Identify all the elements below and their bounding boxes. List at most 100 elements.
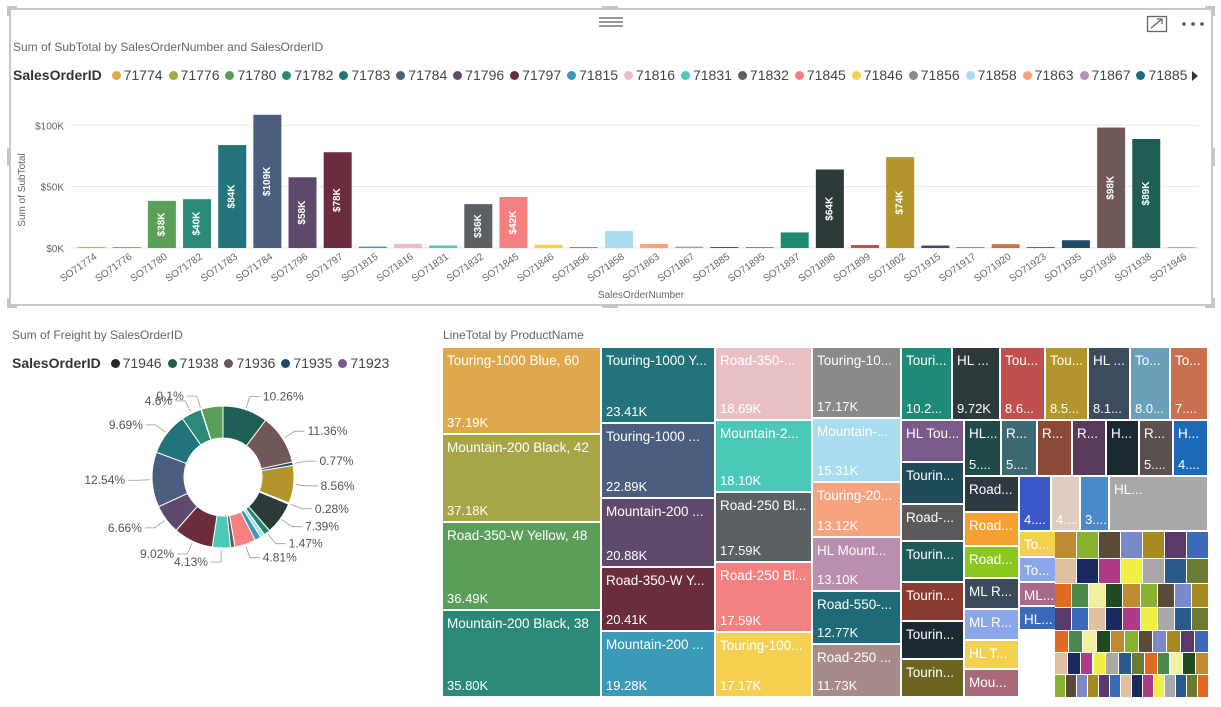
subtotal-bar-chart-visual[interactable]: Sum of SubTotal by SalesOrderNumber and …	[9, 8, 1213, 306]
bar[interactable]	[710, 247, 739, 248]
bar[interactable]	[464, 204, 493, 248]
legend-item[interactable]: 71816	[624, 67, 675, 83]
treemap-small-tile[interactable]	[1176, 675, 1187, 698]
treemap-small-tile[interactable]	[1139, 631, 1153, 653]
treemap-tile[interactable]: 3....	[1081, 477, 1110, 532]
treemap-tile[interactable]: Road...	[965, 477, 1020, 513]
treemap-small-tile[interactable]	[1198, 675, 1209, 698]
treemap-small-tile[interactable]	[1196, 653, 1209, 675]
treemap-tile[interactable]: HL T...	[965, 641, 1020, 670]
bar[interactable]	[815, 169, 844, 248]
treemap-tile[interactable]: H... 4....	[1174, 421, 1209, 477]
resize-grip[interactable]	[1205, 304, 1215, 308]
treemap-small-tile[interactable]	[1195, 631, 1209, 653]
treemap-small-tile[interactable]	[1099, 675, 1110, 698]
treemap-tile[interactable]: HL... 5....	[965, 421, 1002, 477]
bar[interactable]	[429, 245, 458, 248]
treemap-tile[interactable]: R... 5....	[1140, 421, 1174, 477]
bar[interactable]	[1097, 127, 1126, 248]
legend-item[interactable]: 71946	[110, 355, 162, 371]
treemap-tile[interactable]: Road-350-W Y... 20.41K	[602, 568, 716, 632]
treemap-small-tile[interactable]	[1132, 653, 1145, 675]
bar[interactable]	[183, 199, 212, 248]
treemap-tile[interactable]: Mountain-... 15.31K	[813, 419, 902, 483]
treemap-tile[interactable]: To... 8.0...	[1131, 348, 1171, 421]
bar[interactable]	[780, 232, 809, 248]
treemap-tile[interactable]: Tourin...	[902, 542, 965, 583]
treemap-small-tile[interactable]	[1055, 675, 1066, 698]
treemap-tile[interactable]: HL...	[1110, 477, 1209, 532]
bar[interactable]	[604, 231, 633, 248]
treemap-tile[interactable]: Tourin...	[902, 583, 965, 622]
treemap-small-tile[interactable]	[1157, 584, 1175, 608]
treemap-small-tile[interactable]	[1191, 608, 1209, 631]
bar[interactable]	[675, 246, 704, 248]
treemap-tile[interactable]: Tourin...	[902, 622, 965, 660]
legend-item[interactable]: 71846	[851, 67, 903, 83]
legend-item[interactable]: 71856	[908, 67, 960, 83]
treemap-tile[interactable]: To...	[1020, 558, 1057, 583]
treemap-tile[interactable]: 4....	[1052, 477, 1081, 532]
treemap-small-tile[interactable]	[1187, 532, 1209, 559]
treemap-tile[interactable]: HL Tou...	[902, 421, 965, 463]
bar[interactable]	[1167, 247, 1196, 248]
treemap-tile[interactable]: R... 5....	[1002, 421, 1038, 477]
resize-grip[interactable]	[7, 148, 11, 166]
treemap-small-tile[interactable]	[1055, 559, 1077, 584]
legend-item[interactable]: 71867	[1079, 67, 1130, 83]
bar[interactable]	[323, 152, 352, 248]
treemap-tile[interactable]: Tou... 8.6...	[1001, 348, 1046, 421]
treemap-tile[interactable]: Touring-10... 17.17K	[813, 348, 902, 419]
treemap-tile[interactable]: Road...	[965, 513, 1020, 547]
treemap-small-tile[interactable]	[1083, 631, 1097, 653]
treemap-tile[interactable]: Touring-1000 Blue, 60 37.19K	[443, 348, 602, 435]
treemap-tile[interactable]: Mountain-200 ... 20.88K	[602, 499, 716, 568]
bar[interactable]	[956, 247, 985, 248]
bar[interactable]	[991, 244, 1020, 248]
treemap-tile[interactable]: Tourin...	[902, 463, 965, 505]
treemap-small-tile[interactable]	[1069, 631, 1083, 653]
treemap-tile[interactable]: Touring-20... 13.12K	[813, 483, 902, 538]
treemap-tile[interactable]: Road-250 ... 11.73K	[813, 645, 902, 698]
treemap-small-tile[interactable]	[1072, 584, 1090, 608]
legend-item[interactable]: 71780	[225, 67, 276, 83]
treemap-tile[interactable]: Road-350-... 18.69K	[716, 348, 813, 421]
legend-item[interactable]: 71796	[453, 67, 504, 83]
linetotal-treemap-visual[interactable]: LineTotal by ProductName Touring-1000 Bl…	[443, 322, 1213, 702]
treemap-small-tile[interactable]	[1132, 675, 1143, 698]
bar[interactable]	[640, 243, 669, 248]
legend-item[interactable]: 71784	[396, 67, 447, 83]
resize-grip[interactable]	[602, 6, 618, 10]
treemap-small-tile[interactable]	[1055, 653, 1068, 675]
treemap-tile[interactable]: HL...	[1020, 607, 1057, 631]
treemap-small-tile[interactable]	[1121, 559, 1143, 584]
legend-item[interactable]: 71938	[167, 355, 218, 371]
treemap-small-tile[interactable]	[1099, 559, 1121, 584]
treemap-tile[interactable]: ML R...	[965, 610, 1020, 641]
legend-item[interactable]: 71782	[282, 67, 333, 83]
treemap-tile[interactable]: Touring-100... 17.17K	[716, 633, 813, 698]
legend-item[interactable]: 71774	[111, 67, 163, 83]
treemap-tile[interactable]: Road...	[965, 547, 1020, 579]
more-options-icon[interactable]	[1181, 20, 1205, 28]
bar[interactable]	[921, 245, 950, 248]
treemap-small-tile[interactable]	[1183, 653, 1197, 675]
treemap-tile[interactable]: Road-550-... 12.77K	[813, 592, 902, 645]
treemap-small-tile[interactable]	[1099, 532, 1121, 559]
treemap-small-tile[interactable]	[1067, 653, 1081, 675]
treemap-tile[interactable]: 4....	[1020, 477, 1052, 532]
treemap-small-tile[interactable]	[1055, 532, 1077, 559]
treemap-small-tile[interactable]	[1140, 584, 1158, 608]
resize-grip[interactable]	[7, 6, 11, 16]
treemap-small-tile[interactable]	[1055, 584, 1073, 608]
bar[interactable]	[1061, 240, 1090, 248]
treemap-tile[interactable]: Road-250 Bl... 17.59K	[716, 563, 813, 633]
bar[interactable]	[851, 245, 880, 248]
treemap-small-tile[interactable]	[1167, 631, 1181, 653]
treemap-tile[interactable]: Mountain-200 Black, 38 35.80K	[443, 611, 602, 698]
legend-item[interactable]: 71815	[567, 67, 618, 83]
treemap-small-tile[interactable]	[1125, 631, 1139, 653]
treemap-small-tile[interactable]	[1106, 653, 1120, 675]
treemap-small-tile[interactable]	[1110, 675, 1121, 698]
treemap-small-tile[interactable]	[1165, 532, 1187, 559]
